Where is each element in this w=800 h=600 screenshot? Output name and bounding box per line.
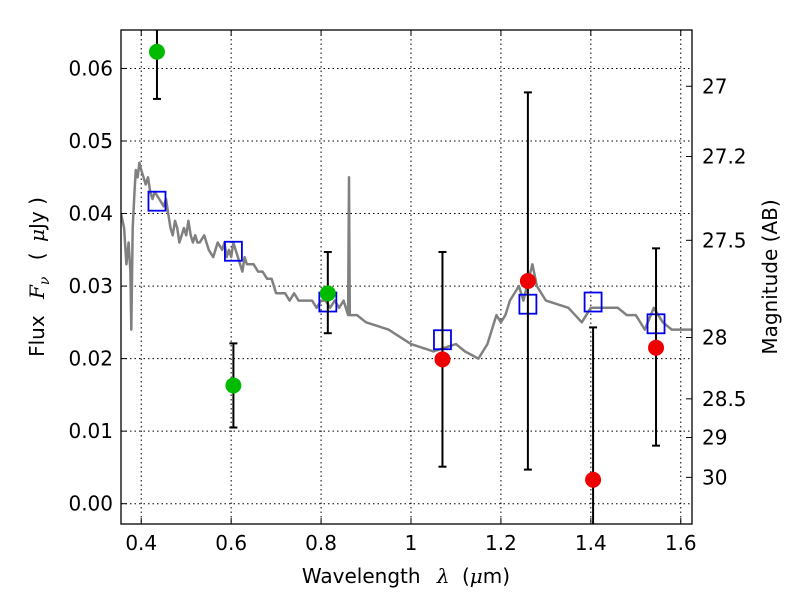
y-tick-label: 0.03	[68, 274, 113, 298]
x-axis-title-symbol: λ	[436, 564, 450, 588]
observed-flux-point	[225, 377, 242, 394]
y2-tick-label: 28	[702, 326, 727, 350]
x-tick-label: 0.8	[305, 531, 337, 555]
observed-flux-point	[434, 351, 451, 368]
x-axis-title-paren: (	[462, 564, 470, 588]
y-axis-title-unit: Jy )	[25, 197, 49, 231]
x-tick-label: 0.6	[215, 531, 247, 555]
y-axis-title-symbol: F	[25, 284, 49, 300]
y-tick-label: 0.05	[68, 129, 113, 153]
plot-series	[121, 30, 692, 524]
y-axis-title-subscript: ν	[37, 276, 53, 285]
model-photometry-square	[147, 190, 167, 212]
y-tick-label: 0.06	[68, 56, 113, 80]
y2-tick-label: 27.5	[702, 228, 747, 252]
observed-flux-point	[319, 285, 336, 302]
x-tick-label: 1.6	[665, 531, 697, 555]
observed-flux-point	[648, 339, 665, 356]
y-tick-label: 0.04	[68, 202, 113, 226]
y-axis-title-text: Flux	[25, 315, 49, 357]
spectrum-line	[121, 161, 692, 360]
y-tick-label: 0.02	[68, 347, 113, 371]
x-tick-label: 1.2	[485, 531, 517, 555]
y-tick-label: 0.00	[68, 492, 113, 516]
y2-tick-label: 27	[702, 74, 727, 98]
observed-flux-point	[519, 272, 536, 289]
y2-tick-label: 29	[702, 426, 727, 450]
x-axis-title-text: Wavelength	[302, 564, 421, 588]
observed-flux-point	[148, 43, 165, 60]
y-axis-title-paren: (	[25, 252, 49, 260]
y2-tick-label: 27.2	[702, 144, 747, 168]
plot-frame	[120, 29, 693, 525]
x-tick-label: 0.4	[125, 531, 157, 555]
grid-lines	[121, 30, 692, 524]
y-axis-title-mu: μ	[25, 229, 49, 242]
y-axis-title: Flux Fν ( μJy )	[25, 197, 54, 357]
model-photometry-square	[224, 240, 243, 262]
observed-flux-point	[585, 471, 602, 488]
tick-labels: 0.4 0.6 0.8 1 1.2 1.4 1.6 0.00 0.01 0.02 0.03 0.04 0…	[68, 56, 746, 555]
model-photometry-square	[583, 291, 603, 313]
tick-marks	[121, 30, 692, 524]
x-tick-label: 1	[405, 531, 418, 555]
y2-tick-label: 28.5	[702, 387, 747, 411]
y2-axis-title: Magnitude (AB)	[758, 199, 782, 354]
x-tick-label: 1.4	[575, 531, 607, 555]
y-tick-label: 0.01	[68, 419, 113, 443]
y2-tick-label: 30	[702, 465, 727, 489]
x-axis-title-mu: μ	[470, 564, 483, 588]
x-axis-title: Wavelength λ (μm)	[302, 564, 510, 588]
x-axis-title-unit: m)	[483, 564, 510, 588]
